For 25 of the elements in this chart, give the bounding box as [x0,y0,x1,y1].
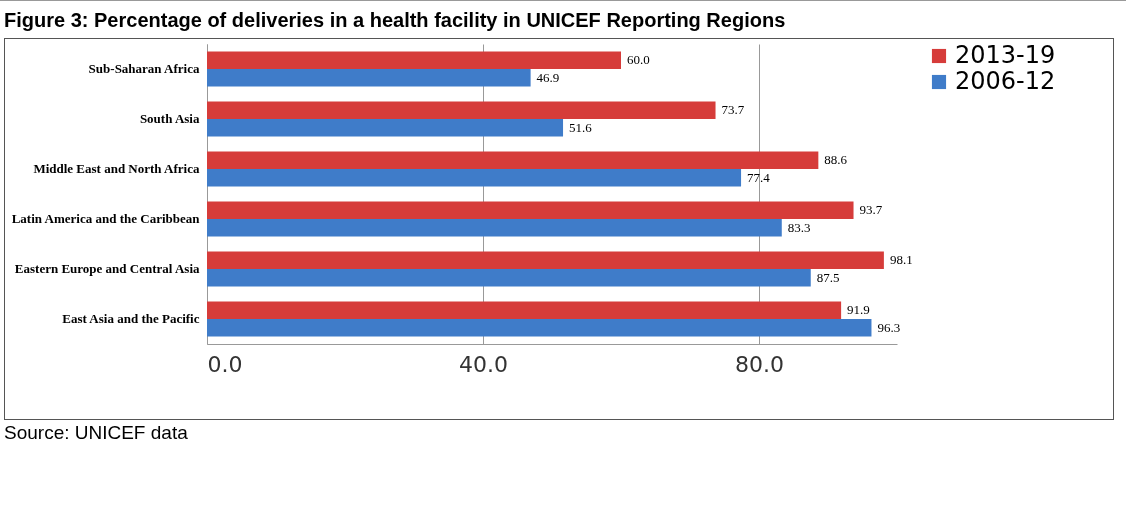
data-label: 46.9 [536,69,560,85]
x-tick-label: 0.0 [207,351,243,377]
y-tick-label: Middle East and North Africa [33,161,200,176]
data-label: 88.6 [824,152,848,168]
data-label: 96.3 [877,319,901,335]
y-tick-label: Sub-Saharan Africa [88,61,200,76]
legend-label: 2006-12 [955,67,1056,95]
data-label: 98.1 [889,252,913,268]
y-tick-label: South Asia [139,111,200,126]
x-tick-label: 80.0 [735,351,784,377]
source-note: Source: UNICEF data [3,421,189,445]
legend-label: 2013-19 [955,41,1056,69]
data-label: 51.6 [569,119,593,135]
data-label: 87.5 [816,269,840,285]
data-label: 83.3 [787,219,811,235]
data-label: 93.7 [859,202,883,218]
data-label: 60.0 [627,52,650,68]
y-tick-label: East Asia and the Pacific [62,311,200,326]
data-label: 91.9 [847,302,870,318]
data-label: 73.7 [721,102,745,118]
chart-title: Figure 3: Percentage of deliveries in a health facility in UNICEF Reporting Regions [0,0,1126,38]
y-tick-label: Eastern Europe and Central Asia [14,261,200,276]
y-tick-label: Latin America and the Caribbean [11,211,201,226]
data-label: 77.4 [747,169,771,185]
x-tick-label: 40.0 [459,351,508,377]
